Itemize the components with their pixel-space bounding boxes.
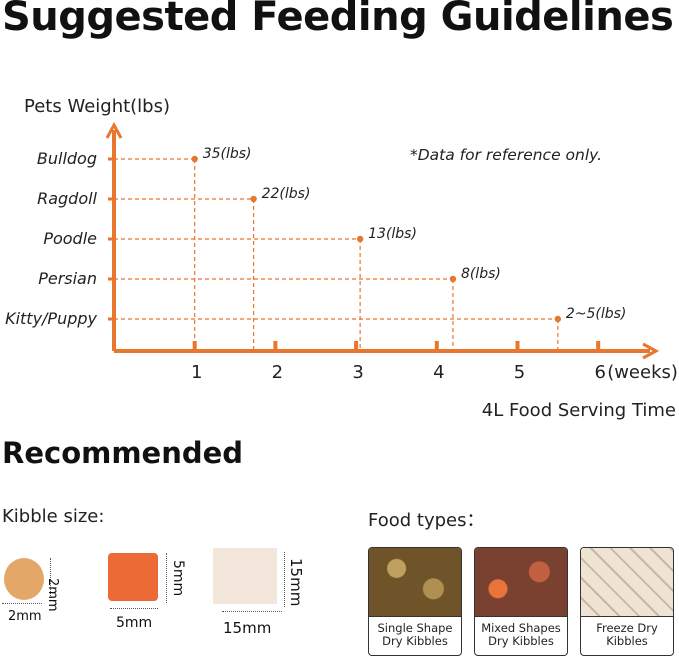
category-label: Kitty/Puppy (5, 309, 97, 328)
kibble-15mm (213, 548, 277, 604)
x-tick-label: 6 (594, 362, 605, 383)
x-unit-label: (weeks) (607, 362, 678, 383)
data-point (250, 195, 257, 203)
kibble-5mm-width: 5mm (116, 615, 153, 631)
food-caption-line1: Freeze Dry (596, 621, 658, 635)
x-tick (434, 341, 439, 351)
food-type-mixed-shapes: Mixed Shapes Dry Kibbles (474, 547, 568, 656)
x-tick (354, 341, 359, 351)
data-label: 13(lbs) (368, 226, 417, 242)
kibble-15mm-width: 15mm (223, 619, 272, 637)
page-title: Suggested Feeding Guidelines (2, 0, 674, 40)
data-label: 22(lbs) (262, 186, 311, 202)
food-caption-line2: Dry Kibbles (382, 634, 448, 648)
food-type-freeze-dry: Freeze Dry Kibbles (580, 547, 674, 656)
x-tick (192, 341, 197, 351)
data-point (191, 155, 198, 163)
data-point (554, 315, 562, 323)
data-label: 8(lbs) (461, 266, 501, 282)
kibble-2mm-height: 2mm (45, 578, 60, 612)
food-caption-line2: Kibbles (606, 634, 648, 648)
x-tick (515, 341, 520, 351)
kibble-size-label: Kibble size: (2, 506, 105, 527)
x-tick-label: 3 (352, 362, 363, 383)
data-point (449, 275, 457, 283)
category-label: Poodle (43, 229, 97, 248)
freeze-dry-kibble-image (581, 548, 673, 617)
data-point (356, 235, 364, 243)
feeding-chart: Pets Weight(lbs) *Data for reference onl… (5, 96, 678, 420)
x-tick (273, 341, 278, 351)
kibble-15mm-height: 15mm (287, 558, 305, 607)
mixed-shapes-kibble-image (475, 548, 567, 617)
category-label: Bulldog (37, 149, 97, 168)
food-caption-line1: Single Shape (377, 621, 453, 635)
food-types-label: Food types： (368, 510, 485, 531)
x-axis-label: 4L Food Serving Time (482, 400, 676, 420)
food-caption-line2: Dry Kibbles (488, 634, 554, 648)
data-label: 2~5(lbs) (566, 306, 627, 322)
x-tick-label: 2 (272, 362, 283, 383)
kibble-5mm-height: 5mm (170, 560, 186, 597)
y-axis-label: Pets Weight(lbs) (24, 96, 170, 117)
x-axis-arrow-icon (642, 342, 660, 360)
category-label: Ragdoll (37, 189, 97, 208)
x-tick-label: 5 (514, 362, 525, 383)
food-caption-line1: Mixed Shapes (481, 621, 561, 635)
x-tick (596, 341, 601, 351)
kibble-5mm (108, 553, 158, 601)
single-shape-kibble-image (369, 548, 461, 617)
data-label: 35(lbs) (203, 146, 252, 162)
reference-note: *Data for reference only. (410, 146, 602, 164)
recommended-heading: Recommended (2, 436, 244, 470)
kibble-2mm (4, 558, 44, 600)
x-tick-label: 4 (433, 362, 444, 383)
y-axis-arrow-icon (105, 121, 123, 139)
x-tick-label: 1 (191, 362, 202, 383)
food-type-single-shape: Single Shape Dry Kibbles (368, 547, 462, 656)
category-label: Persian (38, 269, 97, 288)
kibble-2mm-width: 2mm (8, 609, 42, 624)
